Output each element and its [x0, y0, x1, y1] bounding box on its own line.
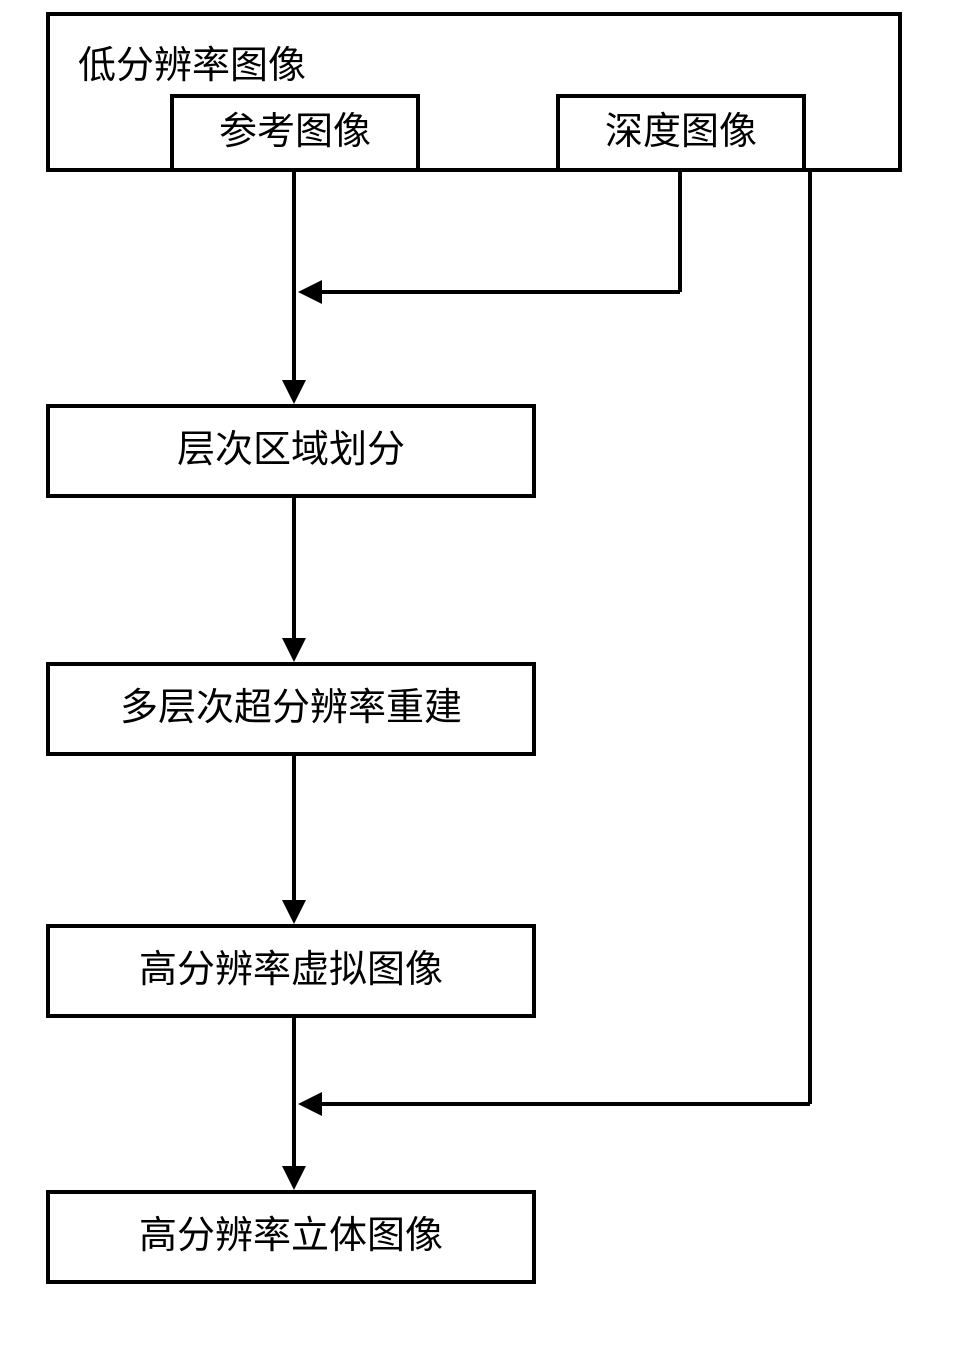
- arrowhead-icon: [282, 1166, 306, 1190]
- node-hr-stereo: 高分辨率立体图像: [46, 1190, 536, 1284]
- arrowhead-icon: [298, 1092, 322, 1116]
- node-label: 高分辨率虚拟图像: [139, 948, 443, 994]
- node-multi-layer-sr: 多层次超分辨率重建: [46, 662, 536, 756]
- node-label: 参考图像: [219, 110, 371, 156]
- node-hr-virtual: 高分辨率虚拟图像: [46, 924, 536, 1018]
- node-label: 层次区域划分: [177, 428, 405, 474]
- container-label: 低分辨率图像: [78, 34, 306, 89]
- node-label: 高分辨率立体图像: [139, 1214, 443, 1260]
- node-depth-image: 深度图像: [556, 94, 806, 172]
- node-label: 多层次超分辨率重建: [120, 686, 462, 732]
- node-label: 深度图像: [605, 110, 757, 156]
- node-region-division: 层次区域划分: [46, 404, 536, 498]
- node-ref-image: 参考图像: [170, 94, 420, 172]
- arrowhead-icon: [282, 900, 306, 924]
- arrowhead-icon: [298, 280, 322, 304]
- flowchart-canvas: 低分辨率图像 参考图像 深度图像 层次区域划分 多层次超分辨率重建 高分辨率虚拟…: [0, 0, 958, 1363]
- arrowhead-icon: [282, 380, 306, 404]
- arrowhead-icon: [282, 638, 306, 662]
